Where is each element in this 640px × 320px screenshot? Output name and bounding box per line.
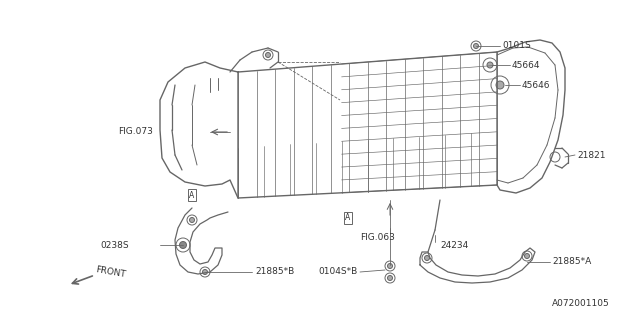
Text: A: A <box>346 213 351 222</box>
Text: A: A <box>189 190 195 199</box>
Circle shape <box>487 62 493 68</box>
Circle shape <box>189 218 195 222</box>
Circle shape <box>496 81 504 89</box>
Text: 45664: 45664 <box>512 60 541 69</box>
Circle shape <box>525 253 529 259</box>
Text: FIG.073: FIG.073 <box>118 127 153 137</box>
Text: 0104S*B: 0104S*B <box>319 268 358 276</box>
Circle shape <box>474 44 479 49</box>
Text: 0238S: 0238S <box>100 241 129 250</box>
Text: 0101S: 0101S <box>502 42 531 51</box>
Text: 24234: 24234 <box>440 241 468 250</box>
Text: A072001105: A072001105 <box>552 299 610 308</box>
Circle shape <box>387 263 392 268</box>
Text: FRONT: FRONT <box>95 265 127 279</box>
Text: 45646: 45646 <box>522 81 550 90</box>
Text: 21821: 21821 <box>577 150 605 159</box>
Circle shape <box>266 52 271 58</box>
Text: 21885*A: 21885*A <box>552 258 591 267</box>
Circle shape <box>387 276 392 281</box>
Circle shape <box>202 269 207 275</box>
Circle shape <box>179 242 186 249</box>
Circle shape <box>424 255 429 260</box>
Text: 21885*B: 21885*B <box>255 268 294 276</box>
Text: FIG.063: FIG.063 <box>360 234 395 243</box>
